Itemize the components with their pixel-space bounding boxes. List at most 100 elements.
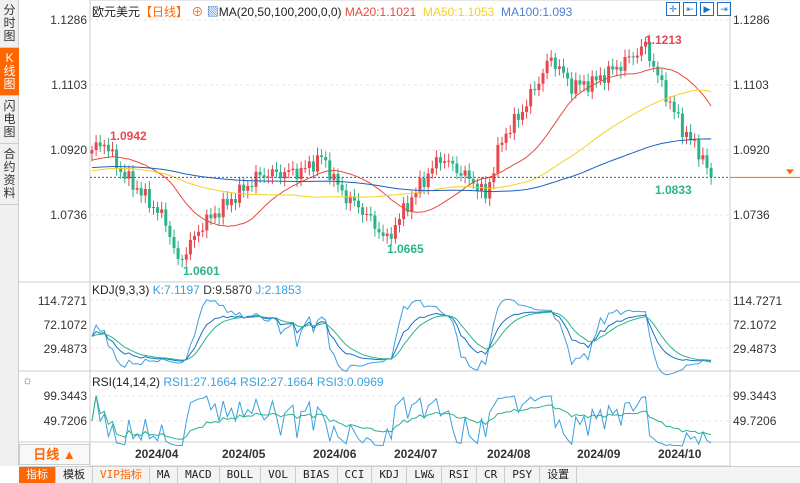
candle-body	[639, 46, 643, 56]
candle-body	[389, 233, 393, 239]
candle-body	[619, 66, 623, 71]
candle-body	[697, 139, 701, 160]
tab-vol[interactable]: VOL	[261, 467, 296, 483]
candle-body	[611, 66, 615, 70]
candle-body	[623, 57, 627, 71]
ma20-value: MA20:1.1021	[344, 5, 417, 19]
sidebar-item-kline[interactable]: K线图	[0, 48, 19, 96]
candle-body	[570, 78, 574, 94]
tab-macd[interactable]: MACD	[178, 467, 220, 483]
candle-body	[410, 197, 414, 212]
kdj-d-value: D:9.5870	[203, 283, 252, 297]
candle-body	[467, 170, 471, 179]
crosshair-tool-icon[interactable]: ✛	[666, 2, 680, 16]
kdj-k-value: K:7.1197	[152, 283, 200, 297]
tab-kdj[interactable]: KDJ	[372, 467, 408, 483]
ma100-value: MA100:1.093	[500, 5, 573, 19]
price-label-right: 1.0920	[733, 143, 770, 157]
candle-body	[193, 235, 196, 240]
candle-body	[111, 149, 114, 152]
kline-chart[interactable]	[0, 0, 800, 466]
candle-body	[127, 171, 131, 179]
candle-body	[131, 171, 135, 190]
date-label: 2024/08	[487, 447, 531, 461]
tab-indicators[interactable]: 指标	[19, 467, 56, 483]
candle-body	[607, 66, 611, 83]
candle-body	[451, 160, 455, 164]
candle-body	[463, 170, 467, 176]
candle-body	[291, 168, 295, 171]
zoom-start-icon[interactable]: ⇤	[683, 2, 697, 16]
tab-cci[interactable]: CCI	[338, 467, 373, 483]
sidebar-item-contract[interactable]: 合约资料	[0, 144, 19, 205]
candle-body	[307, 161, 311, 168]
candle-body	[250, 186, 254, 188]
candle-body	[664, 80, 668, 102]
candle-body	[311, 161, 315, 172]
tab-boll[interactable]: BOLL	[220, 467, 262, 483]
tab-settings[interactable]: 设置	[540, 467, 578, 483]
play-icon[interactable]: ▶	[700, 2, 714, 16]
tab-templates[interactable]: 模板	[56, 467, 93, 483]
rsi3-line	[91, 395, 712, 447]
candle-body	[668, 101, 672, 103]
tab-lwr[interactable]: LW&	[407, 467, 443, 483]
tab-psy[interactable]: PSY	[505, 467, 541, 483]
period-selector-button[interactable]: 日线 ▲	[19, 444, 90, 465]
kdj-axis-label: 114.7271	[37, 294, 87, 308]
kdj-k-line	[91, 310, 712, 362]
goto-end-icon[interactable]: ⇥	[717, 2, 731, 16]
tab-bias[interactable]: BIAS	[296, 467, 338, 483]
candle-body	[279, 171, 283, 179]
tab-rsi[interactable]: RSI	[442, 467, 477, 483]
candle-body	[385, 233, 389, 237]
candle-body	[246, 186, 250, 191]
candle-body	[381, 232, 385, 237]
candle-body	[574, 80, 578, 94]
date-label: 2024/07	[394, 447, 438, 461]
candle-body	[537, 83, 541, 90]
annotation-high: 1.0942	[110, 129, 147, 143]
candle-body	[434, 157, 438, 169]
sun-icon[interactable]: ☼	[22, 373, 33, 387]
candle-body	[287, 170, 291, 172]
candle-body	[275, 169, 278, 172]
sidebar-item-timeshare[interactable]: 分时图	[0, 0, 19, 48]
candle-body	[135, 188, 139, 190]
candle-body	[402, 203, 406, 220]
candle-body	[266, 176, 270, 178]
candle-body	[693, 139, 697, 141]
rsi3-value: RSI3:0.0969	[316, 375, 384, 389]
date-label: 2024/10	[658, 447, 702, 461]
ma-chart-icon[interactable]: ▧	[206, 5, 219, 19]
tab-cr[interactable]: CR	[477, 467, 506, 483]
crosshair-icon[interactable]: ⊕	[191, 5, 204, 19]
sidebar-item-flash[interactable]: 闪电图	[0, 96, 19, 144]
candle-body	[578, 80, 582, 85]
candle-body	[705, 155, 709, 168]
candle-body	[254, 171, 258, 187]
candle-body	[176, 248, 180, 259]
ma20-line	[91, 67, 712, 227]
candle-body	[180, 258, 184, 260]
candle-body	[188, 239, 192, 255]
symbol-name: 欧元美元	[92, 5, 141, 19]
candle-body	[320, 155, 324, 158]
candle-body	[627, 56, 631, 58]
kdj-axis-label: 114.7271	[733, 294, 783, 308]
price-label-left: 1.0736	[50, 208, 87, 222]
candle-body	[213, 213, 217, 219]
candle-body	[471, 178, 475, 184]
ma100-line	[91, 138, 712, 193]
candle-body	[328, 160, 332, 180]
candle-body	[398, 219, 401, 226]
last-price-arrow-icon	[786, 169, 794, 175]
candle-body	[106, 144, 110, 152]
candle-body	[545, 60, 549, 74]
tab-ma[interactable]: MA	[150, 467, 179, 483]
candle-body	[164, 209, 168, 226]
period-label: 【日线】	[140, 5, 189, 19]
tab-vip-indicators[interactable]: VIP指标	[93, 467, 150, 483]
candle-body	[709, 167, 713, 178]
candle-body	[348, 196, 352, 204]
